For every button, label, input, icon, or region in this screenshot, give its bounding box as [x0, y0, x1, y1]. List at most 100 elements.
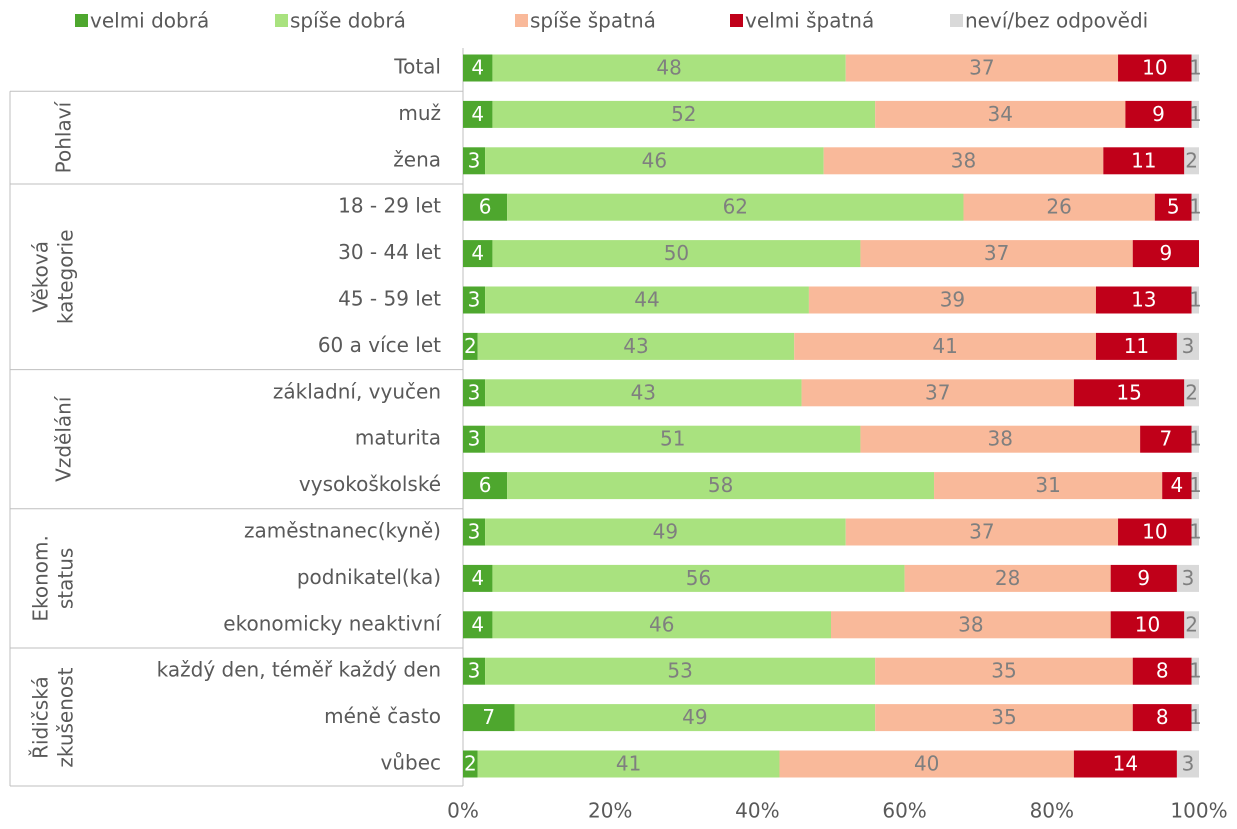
category-label: Total: [393, 55, 441, 79]
category-label: 30 - 44 let: [338, 240, 441, 264]
bar-segment: [485, 147, 824, 175]
bar-label: 37: [925, 380, 950, 404]
bar-segment: [463, 611, 493, 639]
bar-label: 4: [471, 612, 484, 636]
category-label: ekonomicky neaktivní: [223, 611, 442, 635]
bar-segment: [1103, 147, 1185, 175]
bar-label: 7: [1160, 427, 1173, 451]
bar-segment: [1176, 332, 1199, 360]
bar-label: 1: [1189, 427, 1202, 451]
bar-segment: [507, 193, 964, 221]
bar-segment: [1110, 564, 1177, 592]
bar-label: 1: [1189, 520, 1202, 544]
legend-label: velmi dobrá: [90, 9, 209, 33]
bar-segment: [794, 332, 1096, 360]
bar-segment: [1118, 54, 1192, 82]
legend-label: spíše špatná: [530, 9, 656, 33]
bar-segment: [1132, 704, 1192, 732]
category-label: 18 - 29 let: [338, 194, 441, 218]
bar-segment: [875, 100, 1126, 128]
bar-segment: [463, 240, 493, 268]
bar-segment: [485, 657, 876, 685]
bar-segment: [463, 332, 478, 360]
bar-segment: [875, 704, 1133, 732]
bar-label: 43: [631, 380, 656, 404]
bar-label: 3: [1182, 566, 1195, 590]
category-label: 45 - 59 let: [338, 287, 441, 311]
bar-label: 3: [1182, 334, 1195, 358]
category-label: maturita: [355, 426, 441, 450]
bar-segment: [1184, 611, 1199, 639]
bar-segment: [1191, 286, 1199, 314]
bar-label: 4: [1171, 473, 1184, 497]
bar-label: 37: [969, 520, 994, 544]
group-label: Pohlaví: [52, 100, 76, 173]
bar-segment: [492, 240, 861, 268]
bar-label: 41: [616, 752, 641, 776]
bar-segment: [463, 193, 508, 221]
bar-label: 3: [468, 288, 481, 312]
bar-segment: [1191, 657, 1199, 685]
bar-segment: [477, 332, 795, 360]
bar-segment: [492, 611, 831, 639]
bar-label: 1: [1189, 473, 1202, 497]
bar-label: 28: [995, 566, 1020, 590]
group-label: Ekonom.: [29, 535, 53, 622]
bar-segment: [1191, 54, 1199, 82]
bar-segment: [463, 472, 508, 500]
bar-segment: [492, 54, 846, 82]
bar-segment: [1191, 472, 1199, 500]
bar-label: 2: [464, 334, 477, 358]
bar-segment: [1110, 611, 1185, 639]
bar-label: 2: [1185, 148, 1198, 172]
bar-label: 44: [634, 288, 659, 312]
bar-label: 4: [471, 56, 484, 80]
bar-label: 15: [1116, 380, 1141, 404]
bar-segment: [492, 564, 905, 592]
bar-segment: [1073, 750, 1177, 778]
bar-label: 1: [1189, 705, 1202, 729]
bar-label: 8: [1156, 659, 1169, 683]
bar-label: 2: [464, 752, 477, 776]
bar-label: 10: [1142, 520, 1167, 544]
legend-label: neví/bez odpovědi: [965, 9, 1148, 33]
bar-label: 2: [1185, 380, 1198, 404]
bar-label: 58: [708, 473, 733, 497]
bar-segment: [1191, 704, 1199, 732]
bar-label: 35: [991, 659, 1016, 683]
bar-label: 46: [649, 612, 674, 636]
bar-label: 3: [468, 520, 481, 544]
bar-label: 3: [1182, 752, 1195, 776]
bar-segment: [463, 379, 486, 407]
bar-segment: [1184, 379, 1199, 407]
bar-segment: [1132, 657, 1192, 685]
bar-segment: [779, 750, 1074, 778]
bar-segment: [463, 54, 493, 82]
bar-label: 52: [671, 102, 696, 126]
bar-segment: [477, 750, 780, 778]
bar-segment: [1132, 240, 1199, 268]
bar-segment: [485, 425, 861, 453]
bar-label: 39: [940, 288, 965, 312]
bar-label: 48: [656, 56, 681, 80]
legend-swatch: [275, 14, 288, 27]
bar-segment: [514, 704, 876, 732]
bar-label: 13: [1131, 288, 1156, 312]
x-tick-label: 100%: [1170, 799, 1227, 823]
bar-segment: [1162, 472, 1192, 500]
bar-segment: [1191, 193, 1199, 221]
bar-segment: [1140, 425, 1192, 453]
bar-segment: [1191, 425, 1199, 453]
bar-segment: [860, 240, 1133, 268]
group-label: Věková: [29, 241, 53, 313]
category-label: žena: [393, 147, 441, 171]
legend-swatch: [515, 14, 528, 27]
category-label: 60 a více let: [318, 333, 441, 357]
bar-label: 10: [1142, 56, 1167, 80]
bar-label: 1: [1189, 56, 1202, 80]
bar-label: 6: [479, 195, 492, 219]
bar-label: 56: [686, 566, 711, 590]
bar-segment: [1176, 750, 1199, 778]
x-tick-label: 60%: [882, 799, 926, 823]
bar-label: 1: [1189, 288, 1202, 312]
